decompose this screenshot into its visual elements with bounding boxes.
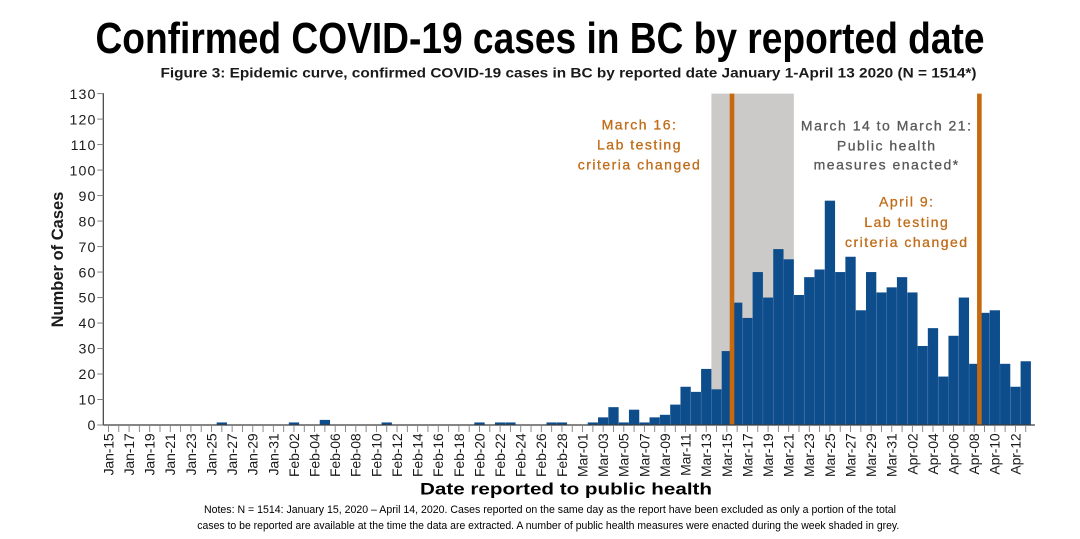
svg-text:Feb-06: Feb-06: [327, 433, 343, 477]
svg-text:Feb-24: Feb-24: [513, 433, 529, 477]
svg-text:Feb-08: Feb-08: [348, 433, 364, 477]
svg-text:50: 50: [79, 291, 97, 307]
svg-text:Jan-25: Jan-25: [203, 433, 219, 475]
svg-text:Jan-17: Jan-17: [121, 433, 137, 475]
svg-text:measures enacted*: measures enacted*: [814, 157, 960, 173]
svg-text:Jan-31: Jan-31: [265, 433, 281, 475]
svg-text:Apr-12: Apr-12: [1007, 433, 1023, 474]
svg-text:Mar-25: Mar-25: [822, 433, 838, 477]
svg-text:April 9:: April 9:: [879, 193, 935, 209]
svg-text:Feb-14: Feb-14: [410, 433, 426, 477]
svg-text:Apr-02: Apr-02: [904, 433, 920, 474]
svg-text:Mar-01: Mar-01: [574, 433, 590, 477]
svg-text:Feb-04: Feb-04: [306, 433, 322, 477]
svg-text:100: 100: [70, 163, 97, 179]
svg-text:Mar-13: Mar-13: [698, 433, 714, 477]
svg-text:Figure 3: Epidemic curve, conf: Figure 3: Epidemic curve, confirmed COVI…: [161, 66, 977, 81]
svg-text:Jan-23: Jan-23: [183, 433, 199, 475]
svg-text:criteria changed: criteria changed: [578, 157, 702, 173]
svg-text:March 14 to March 21:: March 14 to March 21:: [801, 118, 973, 134]
svg-text:Lab testing: Lab testing: [597, 137, 682, 153]
svg-text:Mar-31: Mar-31: [884, 433, 900, 477]
svg-text:Apr-04: Apr-04: [925, 433, 941, 474]
svg-text:Feb-16: Feb-16: [430, 433, 446, 477]
svg-text:Mar-03: Mar-03: [595, 433, 611, 477]
svg-text:Mar-27: Mar-27: [842, 433, 858, 477]
svg-text:Mar-21: Mar-21: [781, 433, 797, 477]
svg-text:40: 40: [79, 316, 97, 332]
svg-text:Confirmed COVID-19 cases in BC: Confirmed COVID-19 cases in BC by report…: [96, 14, 985, 63]
svg-text:70: 70: [79, 240, 97, 256]
svg-text:0: 0: [88, 418, 97, 434]
svg-text:Mar-07: Mar-07: [636, 433, 652, 477]
svg-text:Jan-19: Jan-19: [142, 433, 158, 475]
svg-text:10: 10: [79, 393, 97, 409]
svg-text:120: 120: [70, 112, 97, 128]
svg-text:30: 30: [79, 342, 97, 358]
svg-text:Feb-02: Feb-02: [286, 433, 302, 477]
svg-text:Apr-06: Apr-06: [946, 433, 962, 474]
svg-text:90: 90: [79, 189, 97, 205]
svg-text:March 16:: March 16:: [602, 117, 678, 133]
svg-text:Jan-21: Jan-21: [162, 433, 178, 475]
svg-text:Feb-10: Feb-10: [368, 433, 384, 477]
svg-text:Mar-11: Mar-11: [678, 433, 694, 476]
svg-text:Lab testing: Lab testing: [864, 214, 949, 230]
svg-text:20: 20: [79, 367, 97, 383]
svg-text:cases to be reported are avail: cases to be reported are available at th…: [197, 520, 899, 532]
svg-text:Jan-15: Jan-15: [100, 433, 116, 475]
svg-text:Apr-10: Apr-10: [987, 433, 1003, 474]
svg-text:Mar-19: Mar-19: [760, 433, 776, 477]
svg-text:Mar-05: Mar-05: [616, 433, 632, 477]
svg-text:Date reported to public health: Date reported to public health: [420, 480, 712, 499]
svg-text:Feb-12: Feb-12: [389, 433, 405, 477]
svg-text:Public health: Public health: [837, 138, 937, 154]
svg-text:Feb-20: Feb-20: [471, 433, 487, 477]
svg-text:Mar-23: Mar-23: [801, 433, 817, 477]
svg-text:60: 60: [79, 265, 97, 281]
svg-text:Jan-29: Jan-29: [245, 433, 261, 475]
svg-text:Feb-28: Feb-28: [554, 433, 570, 477]
svg-text:Feb-26: Feb-26: [533, 433, 549, 477]
svg-text:Number of Cases: Number of Cases: [49, 192, 67, 328]
svg-text:Mar-17: Mar-17: [739, 433, 755, 477]
svg-text:Feb-22: Feb-22: [492, 433, 508, 477]
svg-text:Mar-29: Mar-29: [863, 433, 879, 477]
svg-text:Apr-08: Apr-08: [966, 433, 982, 474]
svg-text:Mar-09: Mar-09: [657, 433, 673, 477]
svg-text:80: 80: [79, 214, 97, 230]
svg-text:Notes: N = 1514: January 15, 2: Notes: N = 1514: January 15, 2020 – Apri…: [204, 504, 896, 516]
svg-text:Mar-15: Mar-15: [719, 433, 735, 477]
svg-text:criteria changed: criteria changed: [845, 234, 969, 250]
svg-text:110: 110: [71, 138, 97, 154]
svg-text:Jan-27: Jan-27: [224, 433, 240, 475]
svg-text:130: 130: [70, 87, 97, 103]
svg-text:Feb-18: Feb-18: [451, 433, 467, 477]
